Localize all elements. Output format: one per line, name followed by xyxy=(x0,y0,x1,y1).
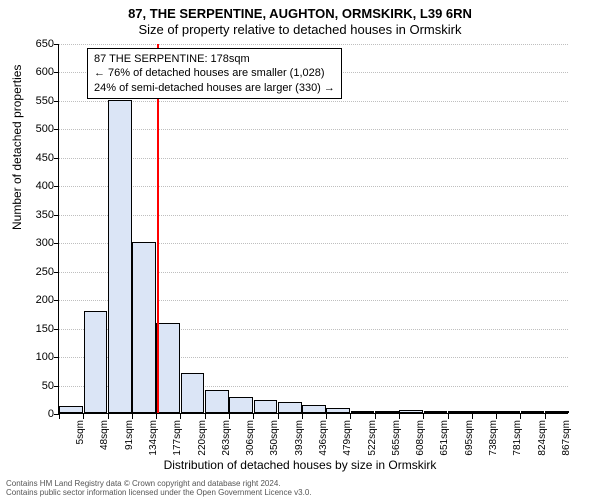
y-tick-mark xyxy=(54,186,59,187)
histogram-bar xyxy=(181,373,205,413)
y-tick-label: 200 xyxy=(14,294,54,306)
x-tick-mark xyxy=(156,414,157,419)
y-tick-mark xyxy=(54,272,59,273)
callout-line: ← 76% of detached houses are smaller (1,… xyxy=(94,66,335,80)
y-tick-label: 50 xyxy=(14,380,54,392)
y-tick-label: 500 xyxy=(14,123,54,135)
y-tick-label: 550 xyxy=(14,95,54,107)
x-tick-mark xyxy=(83,414,84,419)
y-tick-mark xyxy=(54,158,59,159)
callout-line: 24% of semi-detached houses are larger (… xyxy=(94,81,335,95)
x-tick-mark xyxy=(302,414,303,419)
gridline xyxy=(59,44,568,45)
gridline xyxy=(59,101,568,102)
y-tick-mark xyxy=(54,300,59,301)
histogram-bar xyxy=(59,406,83,413)
x-tick-mark xyxy=(375,414,376,419)
x-tick-mark xyxy=(423,414,424,419)
histogram-bar xyxy=(278,402,302,413)
histogram-bar xyxy=(205,390,229,413)
x-tick-mark xyxy=(229,414,230,419)
y-tick-label: 650 xyxy=(14,38,54,50)
callout-box: 87 THE SERPENTINE: 178sqm← 76% of detach… xyxy=(87,48,342,99)
gridline xyxy=(59,186,568,187)
x-tick-mark xyxy=(205,414,206,419)
histogram-bar xyxy=(448,411,472,413)
x-tick-mark xyxy=(108,414,109,419)
histogram-bar xyxy=(132,242,156,413)
y-tick-mark xyxy=(54,357,59,358)
y-tick-label: 150 xyxy=(14,323,54,335)
histogram-bar xyxy=(472,411,496,413)
histogram-bar xyxy=(302,405,326,413)
y-tick-label: 400 xyxy=(14,180,54,192)
y-tick-mark xyxy=(54,101,59,102)
x-tick-mark xyxy=(350,414,351,419)
footer-attribution: Contains HM Land Registry data © Crown c… xyxy=(6,479,312,498)
y-tick-label: 600 xyxy=(14,66,54,78)
histogram-bar xyxy=(399,410,423,413)
y-tick-label: 100 xyxy=(14,351,54,363)
page-title: 87, THE SERPENTINE, AUGHTON, ORMSKIRK, L… xyxy=(0,6,600,21)
y-axis-label: Number of detached properties xyxy=(10,65,24,230)
x-tick-mark xyxy=(132,414,133,419)
x-axis-label: Distribution of detached houses by size … xyxy=(0,458,600,472)
y-tick-label: 0 xyxy=(14,408,54,420)
y-tick-mark xyxy=(54,329,59,330)
x-tick-mark xyxy=(472,414,473,419)
histogram-bar xyxy=(545,411,569,413)
histogram-bar xyxy=(496,411,520,413)
y-tick-mark xyxy=(54,44,59,45)
x-tick-mark xyxy=(326,414,327,419)
histogram-bar xyxy=(521,411,545,413)
y-tick-label: 350 xyxy=(14,209,54,221)
histogram-bar xyxy=(108,100,132,413)
footer-line1: Contains HM Land Registry data © Crown c… xyxy=(6,479,312,489)
y-tick-label: 450 xyxy=(14,152,54,164)
x-tick-mark xyxy=(545,414,546,419)
chart-area: 0501001502002503003504004505005506006505… xyxy=(58,44,568,414)
x-tick-mark xyxy=(448,414,449,419)
histogram-bar xyxy=(84,311,108,413)
histogram-bar xyxy=(156,323,180,413)
y-tick-mark xyxy=(54,215,59,216)
gridline xyxy=(59,215,568,216)
histogram-bar xyxy=(229,397,253,413)
y-tick-mark xyxy=(54,72,59,73)
x-tick-mark xyxy=(399,414,400,419)
y-tick-label: 250 xyxy=(14,266,54,278)
x-tick-mark xyxy=(253,414,254,419)
y-tick-mark xyxy=(54,386,59,387)
x-tick-mark xyxy=(278,414,279,419)
callout-line: 87 THE SERPENTINE: 178sqm xyxy=(94,52,335,66)
x-tick-mark xyxy=(59,414,60,419)
histogram-bar xyxy=(424,411,448,413)
y-tick-mark xyxy=(54,243,59,244)
footer-line2: Contains public sector information licen… xyxy=(6,488,312,498)
page-subtitle: Size of property relative to detached ho… xyxy=(0,22,600,37)
x-tick-mark xyxy=(180,414,181,419)
y-tick-label: 300 xyxy=(14,237,54,249)
gridline xyxy=(59,158,568,159)
y-tick-mark xyxy=(54,129,59,130)
reference-line xyxy=(157,44,159,413)
x-tick-mark xyxy=(496,414,497,419)
x-tick-mark xyxy=(520,414,521,419)
histogram-bar xyxy=(375,411,399,413)
histogram-bar xyxy=(326,408,350,413)
histogram-bar xyxy=(254,400,278,413)
histogram-bar xyxy=(351,411,375,413)
plot-area: 0501001502002503003504004505005506006505… xyxy=(58,44,568,414)
gridline xyxy=(59,129,568,130)
